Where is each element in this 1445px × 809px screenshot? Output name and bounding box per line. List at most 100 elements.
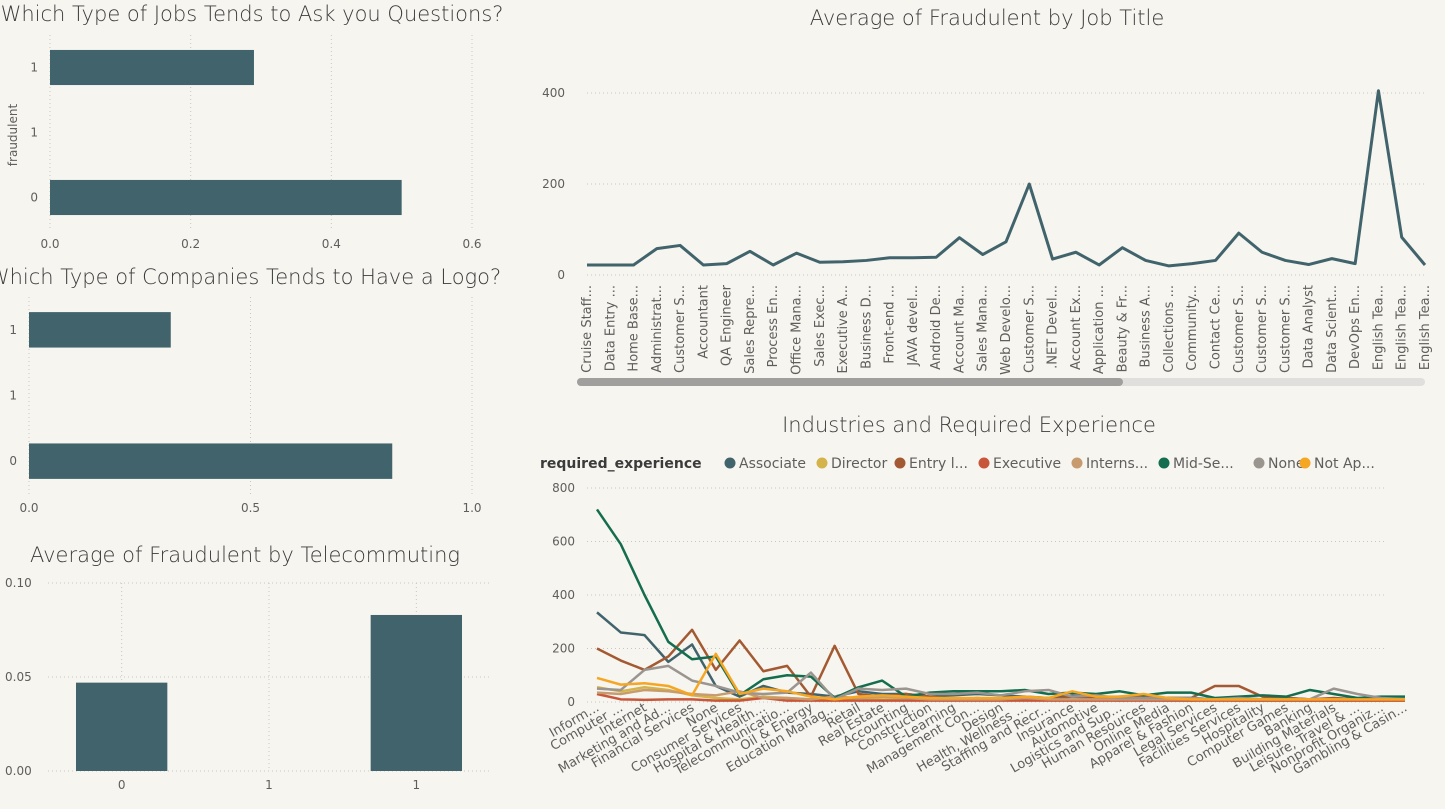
- chart-title: Average of Fraudulent by Job Title: [810, 6, 1165, 30]
- bar: [29, 312, 171, 348]
- x-tick-label: DevOps En...: [1348, 285, 1363, 369]
- bar: [50, 49, 254, 86]
- series-line: [596, 692, 1405, 702]
- legend-label: Director: [831, 456, 887, 472]
- legend-label: Associate: [739, 456, 806, 472]
- bar: [370, 614, 463, 771]
- legend-marker: [894, 457, 906, 469]
- x-tick-label: Business D...: [859, 285, 874, 369]
- x-tick-label: Data Scient...: [1325, 285, 1340, 373]
- x-tick-label: JAVA devel...: [906, 285, 921, 367]
- x-tick-label: Customer S...: [1022, 285, 1037, 373]
- x-tick-label: Accountant: [696, 285, 711, 359]
- y-tick-label: 1: [30, 126, 38, 140]
- x-tick-label: English Tea...: [1418, 285, 1433, 370]
- y-tick-label: 1: [9, 323, 17, 337]
- chart-title: Which Type of Jobs Tends to Ask you Ques…: [1, 2, 504, 26]
- legend-marker: [1299, 457, 1311, 469]
- y-tick-label: 1: [9, 389, 17, 403]
- series-line: [595, 508, 1405, 700]
- x-tick-label: Customer S...: [1232, 285, 1247, 373]
- x-tick-label: Contact Ce...: [1209, 285, 1224, 369]
- bar: [29, 443, 393, 479]
- legend-label: Executive: [993, 456, 1061, 472]
- chart-title: Which Type of Companies Tends to Have a …: [0, 265, 501, 289]
- legend-label: Entry l...: [909, 456, 968, 472]
- x-tick-label: Customer S...: [673, 285, 688, 373]
- y-tick-label: 0.00: [5, 764, 32, 778]
- telecommuting-chart: Average of Fraudulent by Telecommuting 0.…: [0, 535, 500, 805]
- x-tick-label: 1.0: [462, 501, 481, 515]
- series-line: [587, 89, 1427, 268]
- x-tick-label: English Tea...: [1395, 285, 1410, 370]
- x-tick-label: Sales Repre...: [743, 285, 758, 374]
- questions-chart-svg: Which Type of Jobs Tends to Ask you Ques…: [1, 2, 504, 251]
- x-tick-label: Business A...: [1139, 285, 1154, 368]
- legend-marker: [816, 457, 828, 469]
- legend-label: None: [1268, 456, 1305, 472]
- x-tick-label: Administrat...: [650, 285, 665, 373]
- x-tick-label: QA Engineer: [720, 284, 735, 366]
- y-tick-label: 400: [542, 86, 565, 100]
- jobtitle-chart-svg: Average of Fraudulent by Job Title 0 200 40…: [542, 6, 1433, 386]
- x-tick-label: Account Ma...: [952, 285, 967, 373]
- x-tick-label: 1: [413, 778, 421, 792]
- y-axis-label: fraudulent: [6, 104, 20, 167]
- telecommuting-chart-svg: Average of Fraudulent by Telecommuting 0.…: [5, 543, 490, 792]
- x-tick-label: .NET Devel...: [1046, 285, 1061, 369]
- legend-label: Not Ap...: [1314, 456, 1375, 472]
- questions-chart: Which Type of Jobs Tends to Ask you Ques…: [0, 0, 504, 260]
- legend-label: Mid-Se...: [1173, 456, 1234, 472]
- x-tick-label: Front-end ...: [883, 285, 898, 364]
- x-tick-label: 1: [265, 778, 273, 792]
- y-tick-label: 600: [552, 535, 575, 549]
- x-tick-label: 0.6: [462, 237, 481, 251]
- x-tick-label: Data Analyst: [1302, 285, 1317, 368]
- legend-marker: [1253, 457, 1265, 469]
- x-tick-label: Sales Exec...: [813, 285, 828, 367]
- x-tick-label: 0: [118, 778, 126, 792]
- bar: [50, 179, 402, 216]
- y-tick-label: 0: [567, 695, 575, 709]
- industries-chart: Industries and Required Experience requir…: [530, 405, 1445, 805]
- x-tick-label: Cruise Staff...: [580, 285, 595, 373]
- x-tick-label: Account Ex...: [1069, 285, 1084, 370]
- x-tick-label: Customer S...: [1278, 285, 1293, 373]
- x-tick-label: 0.4: [322, 237, 341, 251]
- x-tick-label: Web Develo...: [999, 285, 1014, 375]
- y-tick-label: 0: [9, 454, 17, 468]
- bar: [75, 682, 168, 771]
- x-tick-label: Application ...: [1092, 285, 1107, 374]
- legend-marker: [1071, 457, 1083, 469]
- industries-chart-svg: Industries and Required Experience requir…: [540, 413, 1410, 779]
- series-line: [596, 652, 1405, 701]
- x-tick-label: Android De...: [929, 285, 944, 370]
- scrollbar-thumb: [577, 378, 1123, 386]
- x-tick-label: Customer S...: [1255, 285, 1270, 373]
- y-tick-label: 0: [30, 191, 38, 205]
- x-tick-label: 0.0: [40, 237, 59, 251]
- series-line: [596, 628, 1405, 701]
- legend-title: required_experience: [540, 456, 702, 472]
- y-tick-label: 200: [542, 177, 565, 191]
- chart-title: Industries and Required Experience: [782, 413, 1156, 437]
- x-tick-label: 0.0: [19, 501, 38, 515]
- legend-marker: [978, 457, 990, 469]
- x-tick-label: Beauty & Fr...: [1115, 285, 1130, 372]
- x-tick-label: 0.2: [181, 237, 200, 251]
- x-tick-label: Sales Mana...: [976, 285, 991, 372]
- y-tick-label: 800: [552, 481, 575, 495]
- y-tick-label: 200: [552, 642, 575, 656]
- y-tick-label: 0.05: [5, 670, 32, 684]
- legend-label: Interns...: [1086, 456, 1148, 472]
- legend-marker: [1158, 457, 1170, 469]
- x-tick-label: Community...: [1185, 285, 1200, 371]
- x-tick-label: Data Entry ...: [603, 285, 618, 371]
- y-tick-label: 400: [552, 588, 575, 602]
- y-tick-label: 0.10: [5, 576, 32, 590]
- x-tick-label: Collections ...: [1162, 285, 1177, 373]
- x-tick-label: Executive A...: [836, 285, 851, 374]
- logo-chart: Which Type of Companies Tends to Have a …: [0, 262, 501, 522]
- chart-title: Average of Fraudulent by Telecommuting: [30, 543, 460, 567]
- y-tick-label: 1: [30, 61, 38, 75]
